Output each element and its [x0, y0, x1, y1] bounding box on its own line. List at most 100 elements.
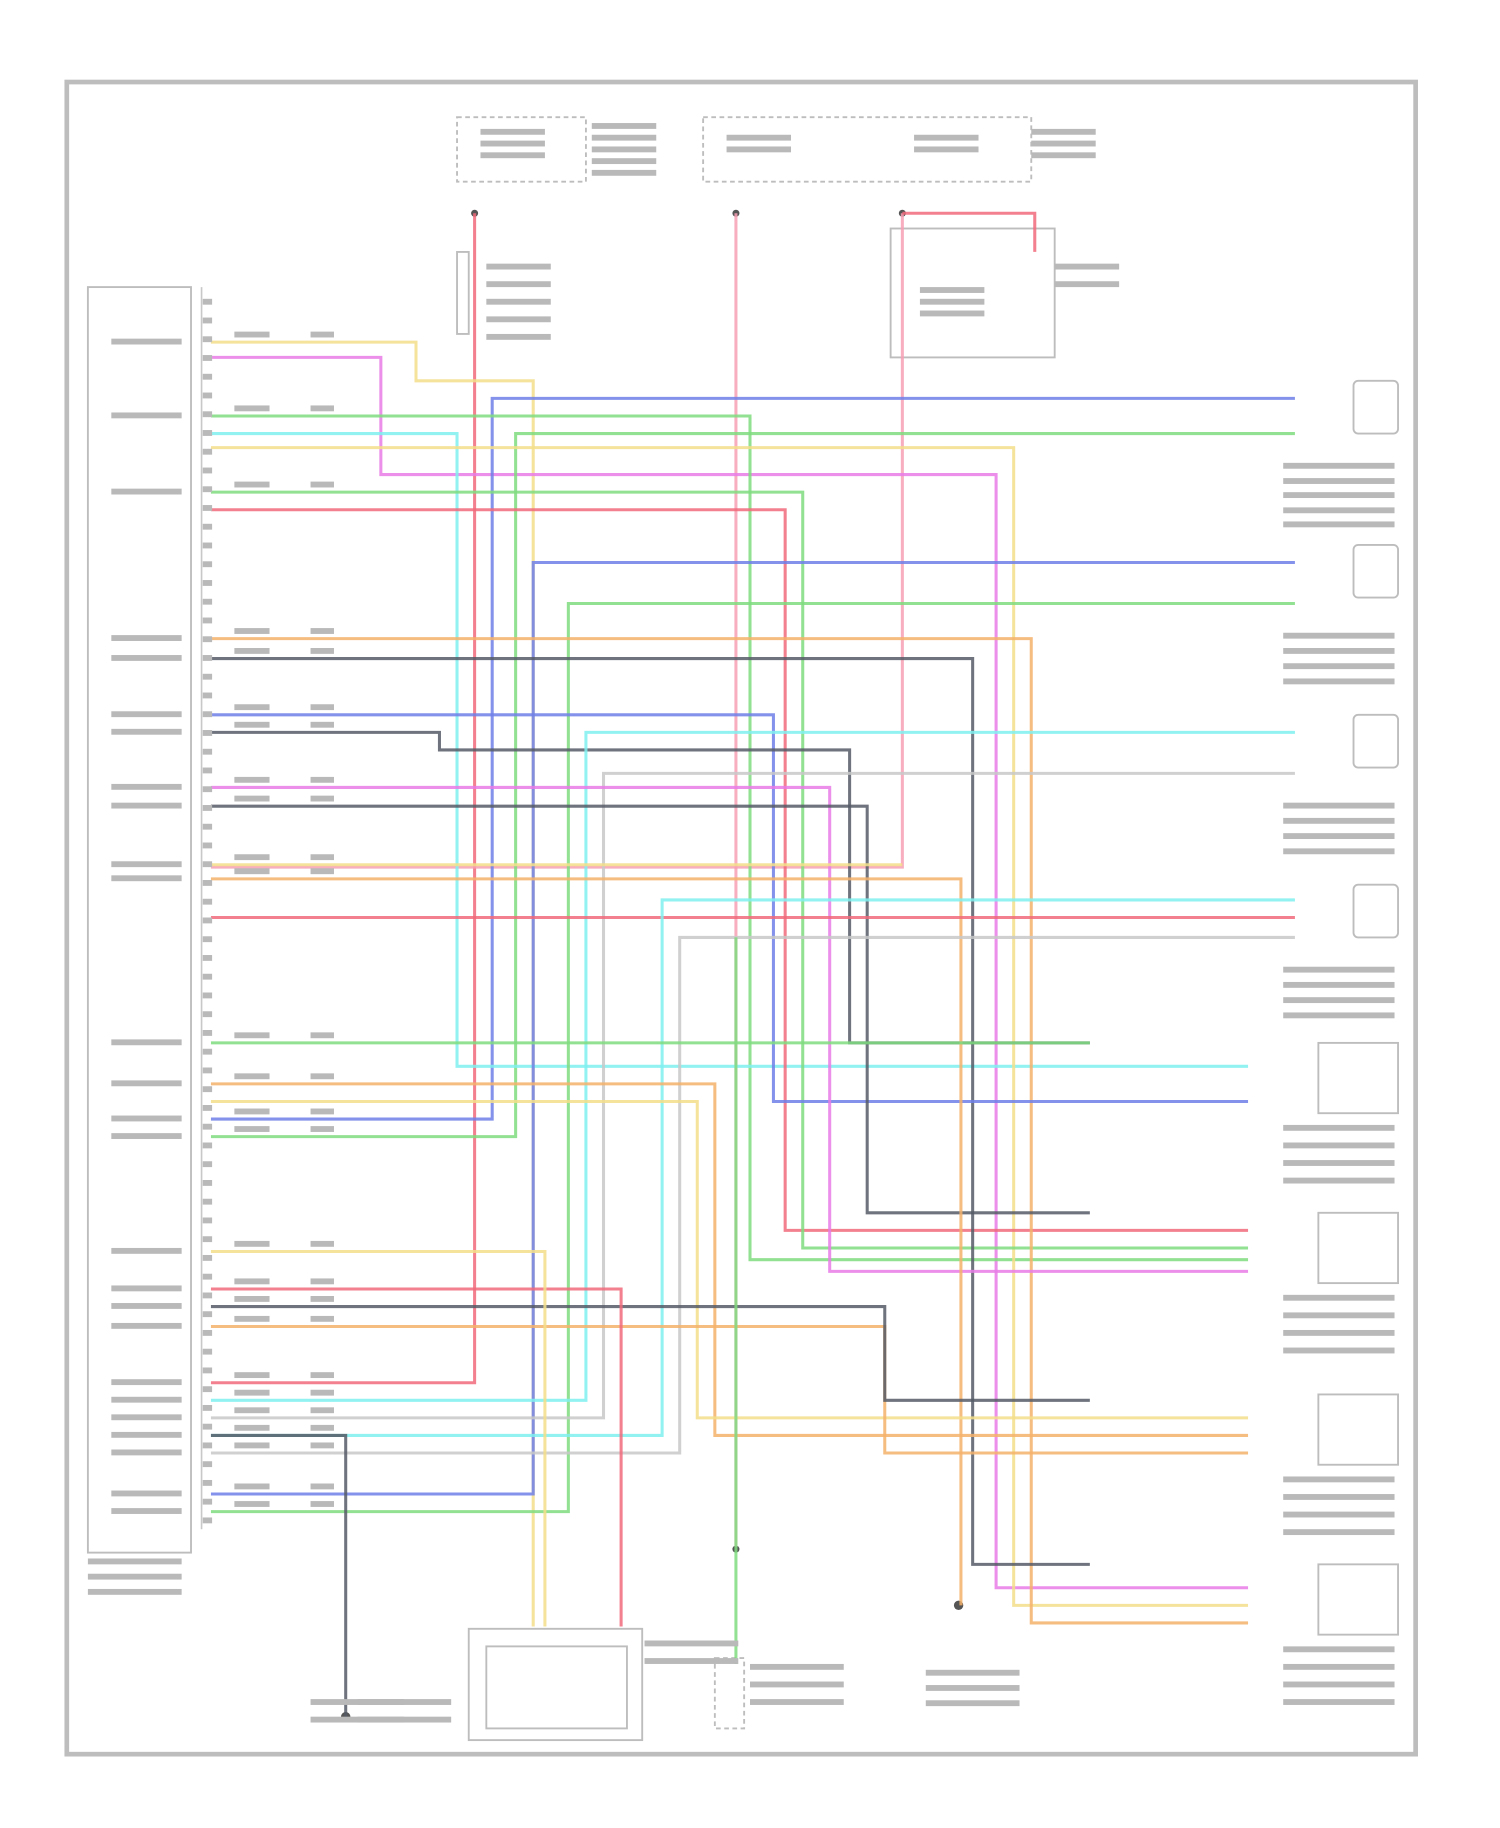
- wire-orange: [210, 637, 1249, 1625]
- label-mark: [310, 795, 334, 802]
- wire-blue: [210, 713, 1249, 1104]
- label-mark: [486, 316, 551, 323]
- label-mark: [202, 786, 213, 793]
- label-mark: [234, 1389, 270, 1396]
- label-mark: [486, 298, 551, 305]
- label-mark: [234, 628, 270, 634]
- label-mark: [202, 1479, 213, 1486]
- label-mark: [202, 992, 213, 999]
- label-mark: [202, 636, 213, 643]
- label-mark: [111, 1322, 182, 1329]
- label-mark: [202, 1086, 213, 1093]
- label-mark: [234, 1073, 270, 1080]
- label-mark: [1283, 981, 1395, 988]
- label-mark: [310, 481, 334, 488]
- diagram-frame: [64, 79, 1418, 1757]
- label-mark: [111, 1490, 182, 1497]
- label-mark: [111, 1431, 182, 1438]
- label-mark: [1283, 817, 1395, 824]
- label-mark: [111, 1449, 182, 1456]
- label-mark: [111, 1039, 182, 1046]
- label-mark: [310, 1073, 334, 1080]
- label-mark: [111, 635, 182, 641]
- label-mark: [202, 1461, 213, 1468]
- label-mark: [202, 561, 213, 568]
- label-mark: [1283, 1312, 1395, 1319]
- label-mark: [919, 298, 985, 305]
- label-mark: [202, 1311, 213, 1318]
- label-mark: [202, 542, 213, 549]
- label-mark: [202, 1367, 213, 1374]
- label-mark: [1283, 1124, 1395, 1131]
- wire-orange: [210, 877, 963, 1606]
- label-mark: [111, 1247, 182, 1254]
- label-mark: [202, 917, 213, 924]
- label-mark: [111, 728, 182, 735]
- label-mark: [1283, 1012, 1395, 1019]
- label-mark: [202, 1292, 213, 1299]
- label-mark: [202, 1404, 213, 1411]
- label-mark: [1283, 833, 1395, 840]
- label-mark: [111, 1285, 182, 1292]
- label-mark: [202, 1198, 213, 1205]
- label-mark: [1283, 1142, 1395, 1149]
- label-mark: [111, 1396, 182, 1403]
- label-mark: [202, 523, 213, 530]
- label-mark: [202, 317, 213, 324]
- label-mark: [111, 1303, 182, 1309]
- label-mark: [1283, 1663, 1395, 1670]
- label-mark: [310, 648, 334, 654]
- label-mark: [202, 973, 213, 980]
- label-mark: [202, 673, 213, 680]
- label-mark: [1283, 648, 1395, 654]
- label-mark: [202, 842, 213, 849]
- wire-red: [210, 508, 1249, 1232]
- label-mark: [1283, 1699, 1395, 1705]
- bottom-connector: [713, 1657, 746, 1730]
- label-mark: [111, 338, 182, 345]
- label-mark: [202, 1161, 213, 1168]
- label-mark: [202, 580, 213, 586]
- label-mark: [202, 1423, 213, 1430]
- wire-blue: [210, 396, 1295, 1121]
- label-mark: [1283, 1294, 1395, 1301]
- label-mark: [914, 134, 979, 141]
- label-mark: [1283, 1529, 1395, 1536]
- label-mark: [111, 1379, 182, 1386]
- wire-dark-gray: [210, 730, 1090, 1045]
- wire-magenta: [210, 785, 1249, 1273]
- label-mark: [310, 854, 334, 861]
- label-mark: [87, 1558, 182, 1565]
- label-mark: [480, 140, 545, 147]
- label-mark: [750, 1663, 844, 1670]
- label-mark: [202, 767, 213, 774]
- label-mark: [202, 430, 213, 436]
- label-mark: [310, 1424, 334, 1431]
- label-mark: [1031, 128, 1096, 135]
- label-mark: [310, 776, 334, 783]
- wire-dark-gray: [210, 657, 1090, 1566]
- label-mark: [202, 1442, 213, 1449]
- label-mark: [1283, 1329, 1395, 1336]
- label-mark: [111, 655, 182, 661]
- label-mark: [644, 1640, 739, 1647]
- label-mark: [202, 336, 213, 343]
- label-mark: [591, 158, 657, 165]
- label-mark: [480, 128, 545, 135]
- label-mark: [111, 488, 182, 495]
- label-mark: [925, 1700, 1020, 1707]
- label-mark: [310, 1296, 334, 1302]
- valve-module-3: [1317, 1393, 1399, 1466]
- wire-green: [210, 601, 1295, 1514]
- label-mark: [234, 1483, 270, 1490]
- label-mark: [310, 704, 334, 711]
- label-mark: [202, 1123, 213, 1130]
- label-mark: [111, 1508, 182, 1514]
- label-mark: [1054, 263, 1120, 270]
- label-mark: [111, 783, 182, 790]
- label-mark: [1283, 632, 1395, 639]
- label-mark: [202, 355, 213, 361]
- label-mark: [726, 134, 792, 141]
- label-mark: [234, 868, 270, 875]
- label-mark: [310, 1278, 334, 1285]
